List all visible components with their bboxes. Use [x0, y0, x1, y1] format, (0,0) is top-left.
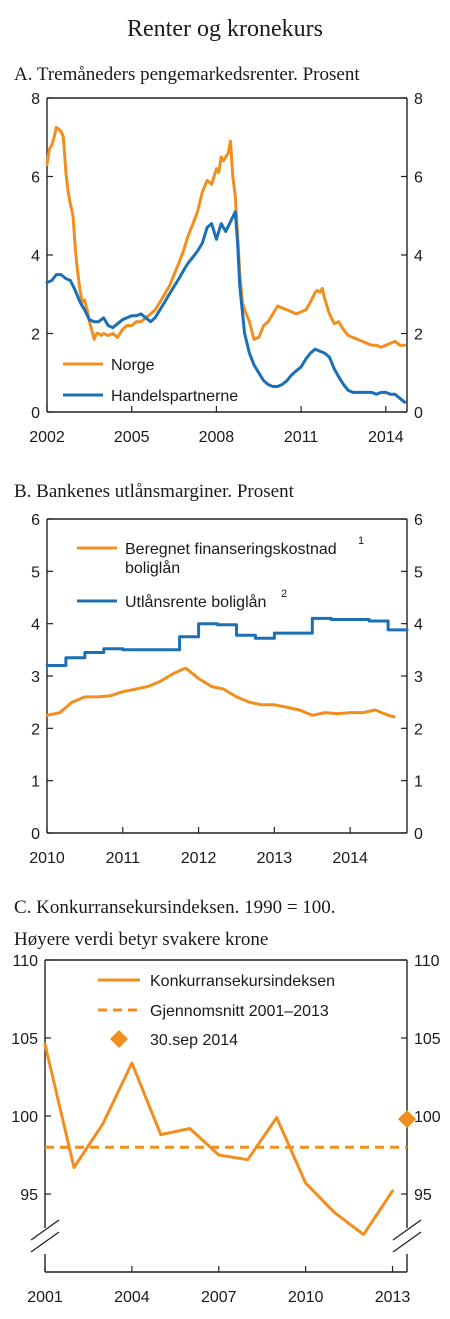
axis-break-gap [31, 1228, 59, 1254]
y-tick-label-right: 3 [414, 669, 423, 686]
y-tick-label-left: 8 [31, 91, 40, 108]
y-tick-label-right: 4 [414, 617, 423, 634]
x-tick-label: 2004 [114, 1289, 150, 1306]
y-tick-label-left: 2 [31, 721, 40, 738]
series-line [45, 210, 407, 404]
y-tick-label-left: 4 [31, 617, 40, 634]
y-tick-label-right: 2 [414, 721, 423, 738]
y-tick-label-left: 4 [31, 248, 40, 265]
series-line [45, 666, 396, 719]
x-tick-label: 2012 [181, 850, 217, 867]
legend-label: Handelspartnerne [111, 388, 238, 405]
y-tick-label-right: 0 [414, 826, 423, 843]
axis-break-icon [392, 1219, 422, 1254]
axis-break-slash [392, 1231, 422, 1253]
x-tick-label: 2002 [29, 429, 65, 446]
y-tick-label-left: 3 [31, 669, 40, 686]
chart-title-line: C. Konkurransekursindeksen. 1990 = 100. [14, 897, 336, 918]
y-tick-label-right: 1 [414, 774, 423, 791]
y-tick-label-right: 2 [414, 327, 423, 344]
x-tick-label: 2008 [199, 429, 235, 446]
y-tick-label-left: 105 [11, 1031, 38, 1048]
y-tick-label-right: 95 [414, 1187, 432, 1204]
chart-panel-c: C. Konkurransekursindeksen. 1990 = 100. H… [11, 897, 441, 1306]
series-line [45, 616, 409, 667]
chart-panel-a: A. Tremåneders pengemarkedsrenter. Prose… [14, 64, 423, 446]
y-tick-label-left: 0 [31, 405, 40, 422]
axis-break-icon [30, 1219, 60, 1254]
legend-label: boliglån [125, 559, 180, 577]
y-tick-label-right: 110 [414, 953, 440, 970]
x-tick-label: 2014 [332, 850, 368, 867]
y-tick-label-left: 2 [31, 327, 40, 344]
x-tick-label: 2011 [284, 429, 319, 446]
y-tick-label-right: 4 [414, 248, 423, 265]
series-line [45, 125, 407, 349]
chart-panel-b: B. Bankenes utlånsmarginer. Prosent 0 0 1 1 2… [14, 481, 423, 867]
legend-footnote: 1 [358, 535, 364, 547]
y-tick-label-right: 6 [414, 170, 423, 187]
chart-title: A. Tremåneders pengemarkedsrenter. Prose… [14, 64, 360, 85]
x-tick-label: 2007 [201, 1289, 237, 1306]
page-title: Renter og kronekurs [127, 16, 323, 42]
axis-break-slash [30, 1231, 60, 1253]
x-tick-label: 2013 [257, 850, 293, 867]
x-tick-label: 2013 [375, 1289, 411, 1306]
y-tick-label-right: 8 [414, 91, 423, 108]
y-tick-label-left: 95 [20, 1187, 38, 1204]
y-tick-label-left: 1 [31, 774, 40, 791]
y-tick-label-left: 0 [31, 826, 40, 843]
legend-label: 30.sep 2014 [150, 1032, 238, 1049]
axis-break-gap [393, 1228, 421, 1254]
axis-break-slash [30, 1219, 60, 1241]
legend-label: Norge [111, 357, 155, 374]
legend-label: Beregnet finanseringskostnad [125, 541, 337, 558]
legend-footnote: 2 [281, 588, 287, 600]
axis-break-slash [392, 1219, 422, 1241]
y-tick-label-right: 105 [414, 1031, 441, 1048]
legend-label: Utlånsrente boliglån [125, 593, 266, 611]
y-tick-label-right: 6 [414, 512, 423, 529]
y-tick-label-left: 110 [12, 953, 38, 970]
legend-swatch-diamond [110, 1030, 128, 1048]
y-tick-label-left: 5 [31, 564, 40, 581]
y-tick-label-right: 0 [414, 405, 423, 422]
series-line [43, 1042, 394, 1237]
x-tick-label: 2014 [368, 429, 404, 446]
chart-panels: A. Tremåneders pengemarkedsrenter. Prose… [11, 64, 441, 1306]
chart-title: B. Bankenes utlånsmarginer. Prosent [14, 481, 295, 502]
y-tick-label-left: 100 [11, 1109, 38, 1126]
y-tick-label-left: 6 [31, 512, 40, 529]
x-tick-label: 2001 [27, 1289, 63, 1306]
legend-label: Gjennomsnitt 2001–2013 [150, 1003, 329, 1020]
y-tick-label-left: 6 [31, 170, 40, 187]
x-tick-label: 2010 [288, 1289, 324, 1306]
x-tick-label: 2010 [29, 850, 65, 867]
y-tick-label-right: 5 [414, 564, 423, 581]
x-tick-label: 2005 [114, 429, 150, 446]
legend-label: Konkurransekursindeksen [150, 973, 335, 990]
y-tick-label-right: 100 [414, 1109, 441, 1126]
chart-title-line: Høyere verdi betyr svakere krone [14, 929, 268, 950]
x-tick-label: 2011 [106, 850, 141, 867]
data-point-diamond [398, 1110, 416, 1129]
